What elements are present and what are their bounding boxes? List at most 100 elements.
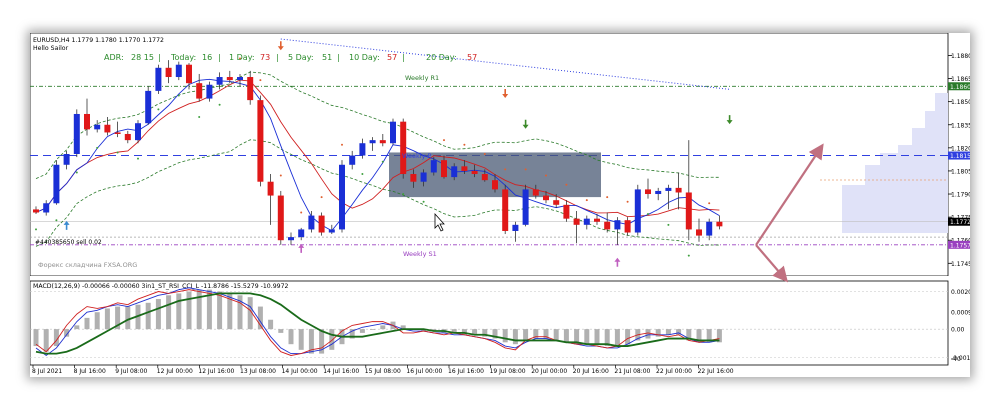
macd-histogram-bar [298,329,304,350]
candle-body[interactable] [675,187,682,193]
fractal-down-arrow-icon [277,41,284,51]
candle-body[interactable] [451,166,458,178]
candle-body[interactable] [594,218,600,222]
candle-body[interactable] [696,229,702,236]
candle-body[interactable] [706,221,713,236]
arrow-down-icon [755,244,789,283]
candle-body[interactable] [63,154,70,165]
sar-dot [55,219,58,222]
time-tick-label: 14 Jul 16:00 [323,368,359,375]
fractal-up-arrow-icon [298,243,305,253]
candle-body[interactable] [563,204,570,219]
candle-body[interactable] [339,164,345,230]
candle-body[interactable] [277,195,284,241]
candle-body[interactable] [430,160,437,173]
candle-body[interactable] [53,164,60,204]
candle-body[interactable] [685,192,692,230]
candle-body[interactable] [226,77,233,81]
candle-body[interactable] [196,83,203,99]
candle-body[interactable] [665,187,672,191]
macd-histogram-bar [196,289,202,330]
candle-body[interactable] [33,209,39,213]
macd-histogram-bar [553,329,559,341]
sep-3: | [276,53,279,62]
candle-body[interactable] [84,113,90,130]
macd-tick-label: 0.00 [951,327,965,334]
candle-body[interactable] [522,189,529,225]
candle-body[interactable] [716,221,723,227]
candle-body[interactable] [573,218,580,225]
time-tick-label: 16 Jul 16:00 [448,368,484,375]
weekly-s1-label: Weekly S1 [403,250,437,258]
candle-body[interactable] [481,174,488,181]
candle-body[interactable] [135,123,141,141]
sar-dot [137,157,139,160]
candle-body[interactable] [410,174,417,182]
macd-histogram-bar [696,329,702,343]
price-tag [948,82,970,91]
candle-body[interactable] [308,215,315,230]
candle-body[interactable] [298,229,305,238]
price-tick-label: 1.1820 [951,145,970,152]
candle-body[interactable] [655,190,662,195]
candle-body[interactable] [114,132,121,134]
sar-dot [381,160,384,163]
candle-body[interactable] [175,64,182,78]
candle-body[interactable] [369,140,376,144]
candle-body[interactable] [543,195,549,201]
sar-dot [483,153,486,155]
candle-body[interactable] [186,64,192,84]
candle-body[interactable] [267,181,274,196]
candle-body[interactable] [400,121,407,175]
candle-body[interactable] [288,237,294,241]
macd-pane[interactable] [29,280,949,366]
candle-body[interactable] [349,155,356,165]
drawn-arrows [755,143,824,283]
d10-value: 57 [387,53,397,62]
candle-body[interactable] [461,166,468,171]
candle-body[interactable] [247,77,254,101]
candle-body[interactable] [165,67,172,78]
candle-body[interactable] [43,203,50,213]
candle-body[interactable] [634,189,641,233]
sar-dot [279,174,282,177]
candle-body[interactable] [441,160,447,178]
candle-body[interactable] [94,124,101,130]
sep-5: | [402,53,405,62]
candle-body[interactable] [390,121,396,144]
candle-body[interactable] [492,180,498,190]
macd-histogram-bar [84,317,90,330]
candle-body[interactable] [512,224,519,231]
macd-histogram-bar [186,291,192,330]
candle-body[interactable] [359,143,366,156]
macd-histogram-bar [359,329,365,333]
macd-histogram-bar [502,329,508,343]
candle-body[interactable] [379,140,386,144]
macd-histogram-bar [665,329,671,335]
candle-body[interactable] [124,133,131,141]
candle-body[interactable] [471,170,478,175]
candle-body[interactable] [237,77,243,81]
today-label: Today: [170,53,196,62]
candle-body[interactable] [216,77,223,85]
candle-body[interactable] [624,220,631,233]
candle-body[interactable] [604,221,611,230]
candle-body[interactable] [502,189,509,231]
time-tick-label: 9 Jul 08:00 [115,368,147,375]
candle-body[interactable] [206,84,213,99]
sar-dot [708,202,711,205]
candle-body[interactable] [328,229,335,233]
candle-body[interactable] [532,189,539,196]
candle-body[interactable] [257,100,264,182]
candle-body[interactable] [614,220,621,230]
candle-body[interactable] [420,172,427,182]
candle-body[interactable] [73,113,80,154]
candle-body[interactable] [583,218,590,225]
candle-body[interactable] [145,90,152,124]
candle-body[interactable] [155,67,162,91]
candle-body[interactable] [553,200,560,205]
macd-histogram-bar [482,329,488,337]
candle-body[interactable] [318,215,325,233]
candle-body[interactable] [104,124,111,133]
candle-body[interactable] [645,189,651,195]
